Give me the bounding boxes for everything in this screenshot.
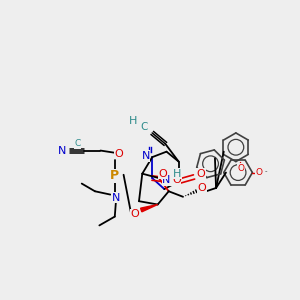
Text: O: O bbox=[197, 183, 206, 193]
Text: O: O bbox=[172, 175, 181, 185]
Text: O: O bbox=[238, 164, 245, 173]
Text: C: C bbox=[141, 122, 148, 132]
Text: O: O bbox=[196, 169, 205, 179]
Text: N: N bbox=[58, 146, 66, 156]
Polygon shape bbox=[141, 205, 158, 212]
Text: O: O bbox=[115, 149, 124, 159]
Text: P: P bbox=[110, 169, 119, 182]
Text: O: O bbox=[256, 168, 262, 177]
Text: N: N bbox=[112, 193, 120, 203]
Text: H: H bbox=[129, 116, 138, 126]
Text: N: N bbox=[162, 175, 171, 185]
Text: H: H bbox=[173, 169, 182, 179]
Text: N: N bbox=[141, 151, 150, 161]
Text: C: C bbox=[74, 140, 80, 148]
Text: -: - bbox=[264, 169, 267, 175]
Text: O: O bbox=[159, 169, 168, 179]
Text: O: O bbox=[130, 209, 139, 219]
